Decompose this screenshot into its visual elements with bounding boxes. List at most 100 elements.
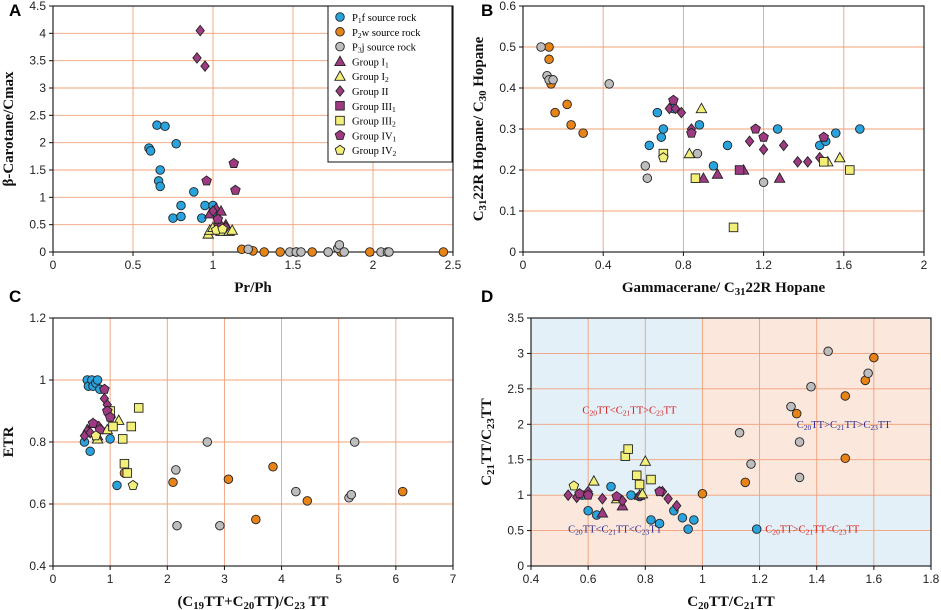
x-tick-label: 2: [370, 258, 377, 272]
data-point: [831, 128, 841, 138]
data-point: [155, 165, 165, 175]
data-point: [644, 140, 655, 151]
panel-label: C: [9, 287, 21, 306]
data-point: [587, 474, 600, 486]
data-point: [794, 437, 805, 447]
data-point: [697, 172, 710, 183]
x-tick-label: 1: [107, 572, 114, 586]
data-point: [794, 472, 805, 483]
data-point: [212, 213, 224, 224]
x-axis-label: Pr/Ph: [234, 280, 272, 296]
data-point: [291, 486, 301, 497]
data-point: [223, 474, 234, 484]
data-point: [215, 520, 225, 531]
series-groupiv1: [574, 486, 665, 502]
data-point: [127, 479, 139, 490]
data-point: [806, 381, 816, 392]
x-tick-label: 1.8: [923, 572, 940, 586]
data-point: [634, 479, 645, 490]
data-point: [582, 489, 594, 500]
data-point: [597, 492, 608, 505]
y-tick-label: 0.2: [499, 163, 516, 177]
series-groupiv1: [668, 94, 830, 142]
y-tick-label: 0.4: [29, 559, 46, 573]
data-point: [578, 128, 588, 138]
data-point: [751, 524, 762, 534]
data-point: [683, 147, 696, 159]
data-point: [606, 481, 616, 492]
y-tick-label: 0: [517, 559, 524, 573]
series-p2w: [697, 352, 879, 499]
x-tick-label: 7: [450, 572, 457, 586]
region-annotation: C20TT<C21TT>C23TT: [582, 406, 677, 418]
x-tick-label: 0: [520, 258, 527, 272]
y-tick-label: 1: [39, 373, 46, 387]
data-point: [791, 408, 802, 419]
panel-label: A: [9, 1, 21, 20]
x-tick-label: 6: [393, 572, 400, 586]
data-point: [168, 477, 178, 488]
data-point: [105, 434, 115, 444]
data-point: [334, 240, 345, 250]
x-tick-label: 1: [699, 572, 706, 586]
data-point: [840, 391, 851, 401]
data-point: [758, 143, 769, 156]
data-point: [171, 139, 181, 149]
x-tick-label: 1.6: [866, 572, 883, 586]
data-point: [339, 247, 349, 257]
data-point: [122, 468, 133, 478]
data-point: [566, 120, 576, 130]
data-point: [90, 430, 102, 441]
data-point: [171, 465, 181, 475]
x-tick-label: 1.6: [835, 258, 852, 272]
y-tick-label: 1: [517, 488, 524, 502]
x-axis-label: C20TT/C21TT: [687, 594, 774, 610]
data-point: [758, 177, 769, 188]
y-axis-label: β-Carotane/Cmax: [1, 71, 17, 187]
series-groupiii1: [734, 165, 745, 175]
data-point: [869, 352, 879, 363]
data-point: [658, 124, 669, 134]
y-tick-label: 0.6: [499, 0, 516, 13]
data-point: [152, 120, 162, 130]
grid: [523, 6, 924, 252]
data-point: [639, 455, 652, 466]
data-point: [562, 99, 572, 110]
data-point: [734, 428, 745, 438]
data-point: [689, 515, 699, 525]
data-point: [85, 446, 95, 457]
series-groupiv1: [87, 383, 116, 435]
data-point: [583, 505, 593, 516]
y-tick-label: 0.5: [507, 524, 524, 538]
x-tick-label: 1.2: [755, 258, 772, 272]
data-point: [686, 127, 697, 138]
data-point: [778, 139, 789, 152]
x-tick-label: 2: [921, 258, 928, 272]
data-point: [119, 458, 130, 469]
plot-frame: [530, 317, 932, 567]
x-tick-label: 0.4: [523, 572, 540, 586]
x-tick-label: 0.6: [580, 572, 597, 586]
data-point: [863, 368, 873, 379]
data-point: [819, 157, 829, 167]
series-groupiv2: [568, 480, 580, 491]
data-point: [200, 200, 210, 211]
data-point: [750, 123, 761, 134]
legend-label: P3j source rock: [352, 43, 417, 55]
data-point: [349, 437, 360, 447]
data-point: [92, 375, 103, 385]
region-annotation: C20TT<C21TT<C23TT: [568, 525, 663, 537]
data-point: [192, 52, 202, 64]
legend-marker: [335, 27, 345, 37]
data-point: [596, 506, 609, 518]
series-groupiii2: [658, 148, 855, 233]
y-tick-label: 1.5: [29, 163, 46, 177]
data-point: [99, 383, 110, 394]
legend-marker: [335, 85, 345, 97]
data-point: [708, 161, 719, 171]
x-tick-label: 1.4: [808, 572, 825, 586]
data-point: [802, 155, 813, 168]
data-point: [384, 247, 394, 257]
y-axis-label: C21TT/C23TT: [479, 398, 497, 485]
grid: [53, 318, 453, 566]
